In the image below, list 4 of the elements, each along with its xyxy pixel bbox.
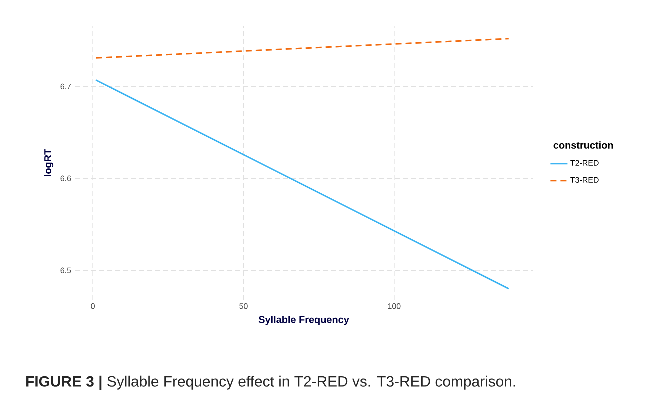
- legend-title: construction: [554, 142, 614, 149]
- text: FIGURE 3 | Syllable Frequency effect in T2-RED vs. T3-RED comparison.: [26, 376, 516, 390]
- y-axis-title: logRT: [44, 148, 54, 176]
- x-axis-title: Syllable Frequency: [258, 316, 350, 326]
